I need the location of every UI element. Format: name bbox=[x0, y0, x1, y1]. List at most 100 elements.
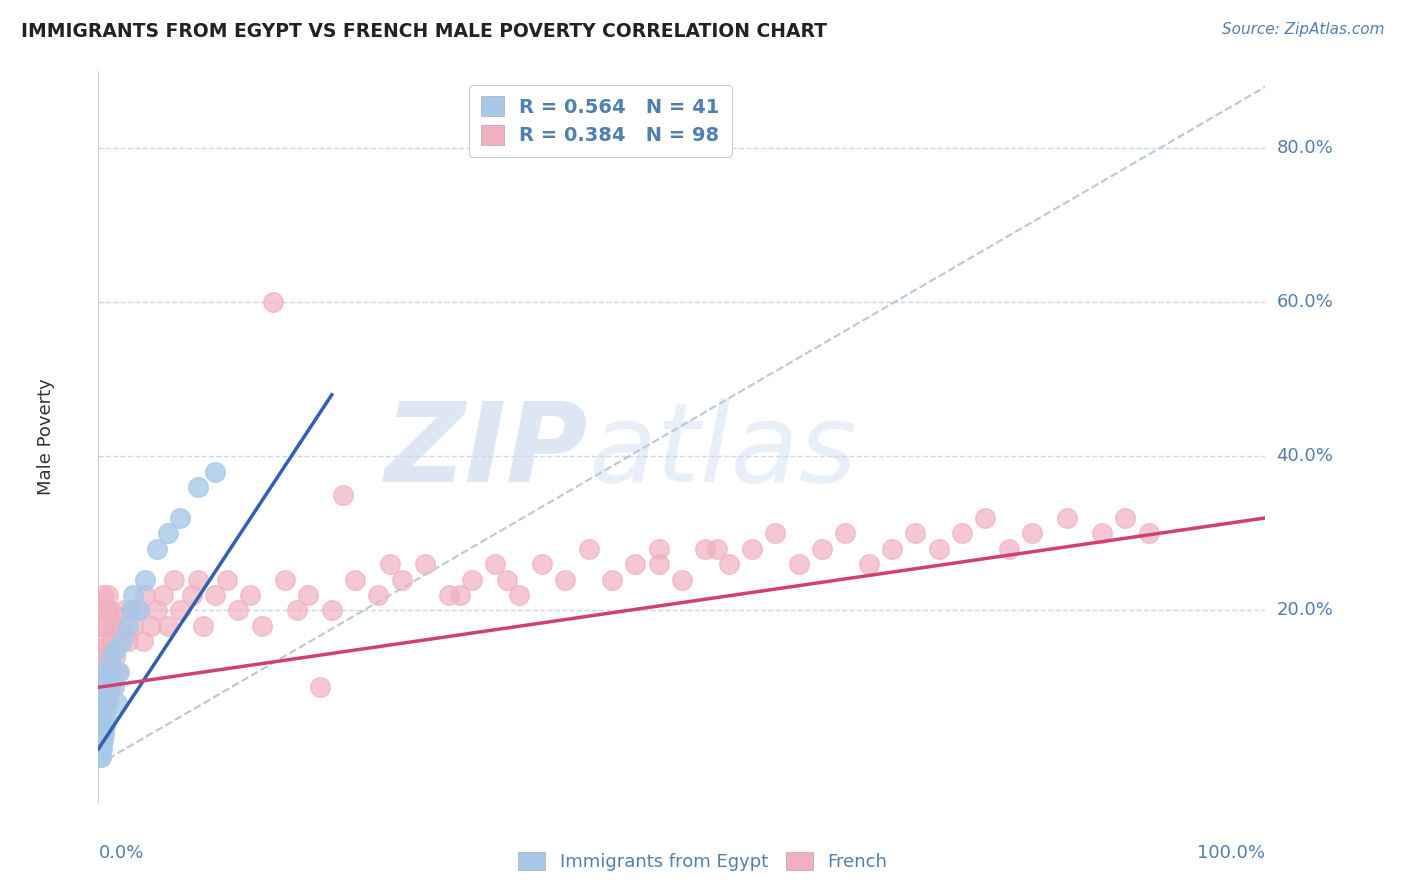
Point bbox=[91, 673, 114, 687]
Point bbox=[96, 603, 118, 617]
Point bbox=[90, 734, 112, 748]
Point bbox=[104, 641, 127, 656]
Point bbox=[741, 541, 763, 556]
Point bbox=[391, 573, 413, 587]
Point bbox=[108, 634, 131, 648]
Point bbox=[90, 749, 112, 764]
Point bbox=[950, 526, 973, 541]
Point bbox=[93, 681, 115, 695]
Point bbox=[717, 557, 740, 571]
Text: Source: ZipAtlas.com: Source: ZipAtlas.com bbox=[1222, 22, 1385, 37]
Text: Male Poverty: Male Poverty bbox=[37, 379, 55, 495]
Point bbox=[1114, 511, 1136, 525]
Point bbox=[93, 726, 115, 740]
Text: 40.0%: 40.0% bbox=[1277, 447, 1333, 466]
Point bbox=[90, 711, 112, 725]
Point bbox=[496, 573, 519, 587]
Point bbox=[91, 696, 114, 710]
Point bbox=[695, 541, 717, 556]
Point bbox=[89, 641, 111, 656]
Point bbox=[93, 711, 115, 725]
Point bbox=[228, 603, 250, 617]
Point bbox=[169, 603, 191, 617]
Point bbox=[103, 618, 125, 632]
Point bbox=[187, 573, 209, 587]
Text: 0.0%: 0.0% bbox=[98, 845, 143, 863]
Point bbox=[90, 665, 112, 679]
Point bbox=[215, 573, 238, 587]
Point bbox=[90, 688, 112, 702]
Point bbox=[89, 681, 111, 695]
Point bbox=[787, 557, 810, 571]
Point bbox=[134, 573, 156, 587]
Point bbox=[157, 526, 180, 541]
Point bbox=[380, 557, 402, 571]
Point bbox=[706, 541, 728, 556]
Point bbox=[554, 573, 576, 587]
Point bbox=[578, 541, 600, 556]
Point bbox=[239, 588, 262, 602]
Legend: R = 0.564   N = 41, R = 0.384   N = 98: R = 0.564 N = 41, R = 0.384 N = 98 bbox=[470, 85, 731, 157]
Point bbox=[204, 588, 226, 602]
Point bbox=[132, 634, 155, 648]
Point bbox=[120, 603, 142, 617]
Point bbox=[600, 573, 623, 587]
Point bbox=[120, 603, 142, 617]
Point bbox=[122, 618, 145, 632]
Point bbox=[105, 696, 128, 710]
Point bbox=[112, 603, 135, 617]
Point bbox=[91, 734, 114, 748]
Point bbox=[858, 557, 880, 571]
Point bbox=[91, 588, 114, 602]
Point bbox=[100, 649, 122, 664]
Point bbox=[100, 665, 122, 679]
Point bbox=[152, 588, 174, 602]
Point bbox=[997, 541, 1019, 556]
Point bbox=[811, 541, 834, 556]
Point bbox=[104, 649, 127, 664]
Point bbox=[96, 681, 118, 695]
Point bbox=[134, 588, 156, 602]
Point bbox=[163, 573, 186, 587]
Point bbox=[139, 618, 162, 632]
Point bbox=[332, 488, 354, 502]
Point bbox=[90, 711, 112, 725]
Point bbox=[413, 557, 436, 571]
Point bbox=[96, 711, 118, 725]
Point bbox=[89, 742, 111, 756]
Point bbox=[344, 573, 367, 587]
Point bbox=[91, 703, 114, 717]
Point bbox=[90, 603, 112, 617]
Point bbox=[157, 618, 180, 632]
Point bbox=[274, 573, 297, 587]
Point bbox=[93, 681, 115, 695]
Text: IMMIGRANTS FROM EGYPT VS FRENCH MALE POVERTY CORRELATION CHART: IMMIGRANTS FROM EGYPT VS FRENCH MALE POV… bbox=[21, 22, 827, 41]
Point bbox=[671, 573, 693, 587]
Point bbox=[90, 742, 112, 756]
Text: ZIP: ZIP bbox=[385, 398, 589, 505]
Point bbox=[97, 665, 120, 679]
Point bbox=[90, 719, 112, 733]
Text: 20.0%: 20.0% bbox=[1277, 601, 1333, 619]
Point bbox=[1137, 526, 1160, 541]
Text: atlas: atlas bbox=[589, 398, 858, 505]
Point bbox=[449, 588, 471, 602]
Point bbox=[104, 618, 127, 632]
Point bbox=[285, 603, 308, 617]
Point bbox=[530, 557, 553, 571]
Point bbox=[128, 603, 150, 617]
Legend: Immigrants from Egypt, French: Immigrants from Egypt, French bbox=[512, 845, 894, 879]
Point bbox=[204, 465, 226, 479]
Point bbox=[647, 557, 669, 571]
Point bbox=[111, 634, 134, 648]
Point bbox=[309, 681, 332, 695]
Point bbox=[89, 749, 111, 764]
Point bbox=[89, 719, 111, 733]
Text: 60.0%: 60.0% bbox=[1277, 293, 1333, 311]
Point bbox=[484, 557, 506, 571]
Point bbox=[90, 657, 112, 672]
Point bbox=[1091, 526, 1114, 541]
Point bbox=[94, 696, 117, 710]
Point bbox=[1021, 526, 1043, 541]
Point bbox=[928, 541, 950, 556]
